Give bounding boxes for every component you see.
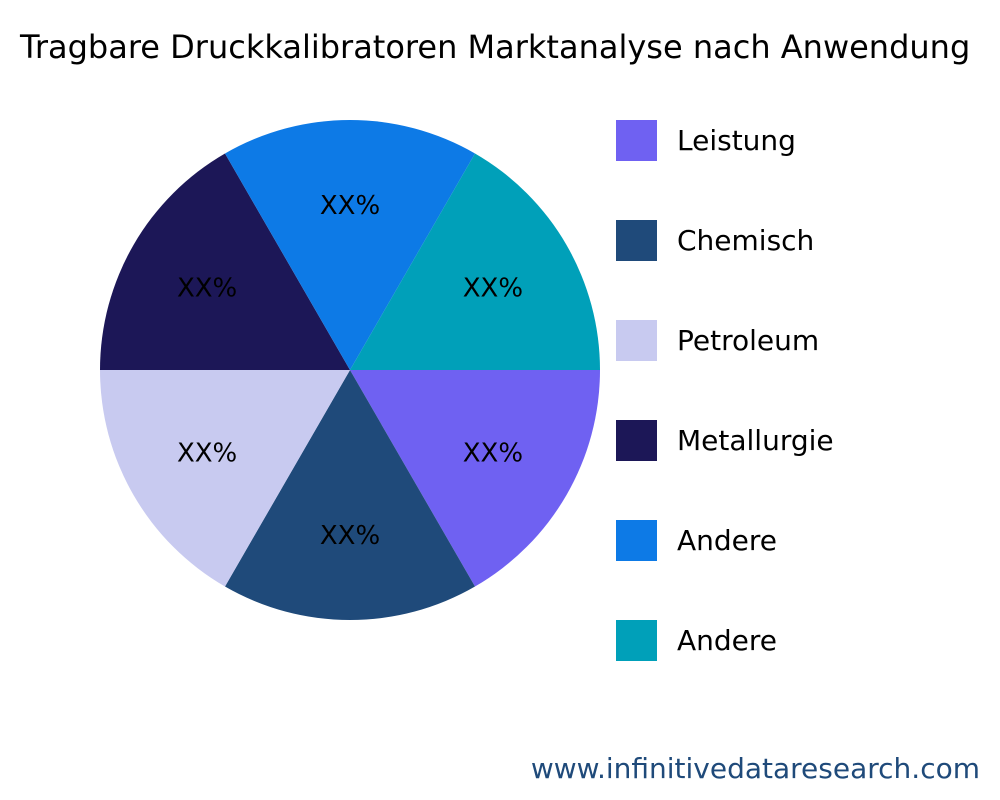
slice-label-1: XX% — [320, 521, 380, 551]
legend-label: Metallurgie — [677, 423, 834, 457]
slice-label-4: XX% — [320, 191, 380, 221]
pie-slice-0 — [350, 370, 600, 587]
legend-label: Leistung — [677, 123, 796, 157]
legend-swatch — [616, 119, 657, 161]
legend-item: Andere — [616, 519, 778, 561]
pie-slice-5 — [350, 153, 600, 370]
slice-label-3: XX% — [177, 274, 237, 304]
legend-item: Andere — [616, 619, 778, 661]
legend-swatch — [616, 519, 657, 561]
legend-item: Petroleum — [616, 319, 820, 361]
legend-swatch — [616, 419, 657, 461]
legend-item: Metallurgie — [616, 419, 834, 461]
pie-slice-1 — [225, 370, 475, 620]
legend-label: Andere — [677, 623, 778, 657]
pie-slice-2 — [100, 370, 350, 587]
legend-label: Chemisch — [677, 223, 815, 257]
footer-url: www.infinitivedataresearch.com — [530, 752, 980, 785]
chart-title: Tragbare Druckkalibratoren Marktanalyse … — [20, 28, 971, 66]
legend-item: Chemisch — [616, 219, 815, 261]
legend-label: Andere — [677, 523, 778, 557]
legend-item: Leistung — [616, 119, 796, 161]
slice-label-5: XX% — [463, 274, 523, 304]
legend-label: Petroleum — [677, 323, 820, 357]
pie-slice-4 — [225, 119, 475, 370]
pie-slice-3 — [100, 153, 350, 370]
legend-swatch — [616, 619, 657, 661]
legend-swatch — [616, 319, 657, 361]
legend-swatch — [616, 219, 657, 261]
slice-label-0: XX% — [463, 439, 523, 469]
slice-label-2: XX% — [177, 439, 237, 469]
